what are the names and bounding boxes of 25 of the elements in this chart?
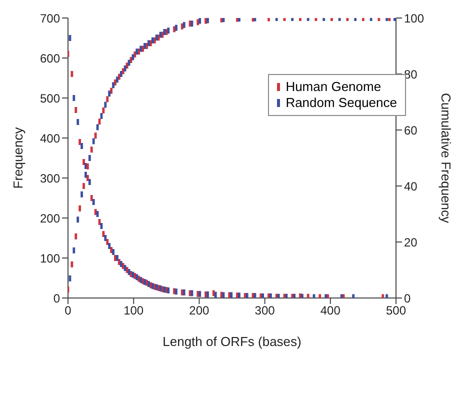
y-tick-label: 700	[40, 11, 60, 26]
y2-tick-label: 60	[404, 123, 418, 138]
x-tick-label: 500	[386, 304, 406, 318]
y2-tick-label: 100	[404, 11, 424, 26]
x-tick-label: 400	[320, 304, 341, 318]
y2-tick-label: 20	[404, 235, 418, 250]
y-axis-title: Frequency	[10, 126, 26, 189]
y-tick-label: 500	[40, 91, 60, 106]
y-tick-label: 100	[40, 251, 60, 266]
legend-label: Human Genome	[286, 79, 382, 95]
y2-tick-label: 0	[404, 291, 411, 306]
x-tick-label: 300	[254, 304, 276, 318]
y-tick-label: 400	[40, 131, 60, 146]
y-tick-label: 200	[40, 211, 60, 226]
x-tick-label: 0	[64, 304, 72, 318]
y2-tick-label: 40	[404, 179, 418, 194]
y-tick-label: 600	[40, 51, 60, 66]
y-tick-label: 300	[40, 171, 60, 186]
x-tick-label: 100	[124, 304, 144, 318]
y2-axis-title: Cumulative Frequency	[438, 92, 454, 224]
y-tick-label: 0	[53, 291, 60, 306]
x-tick-label: 200	[189, 304, 210, 318]
point	[306, 294, 310, 298]
x-axis-title: Length of ORFs (bases)	[162, 334, 302, 349]
legend-label: Random Sequence	[286, 95, 397, 111]
